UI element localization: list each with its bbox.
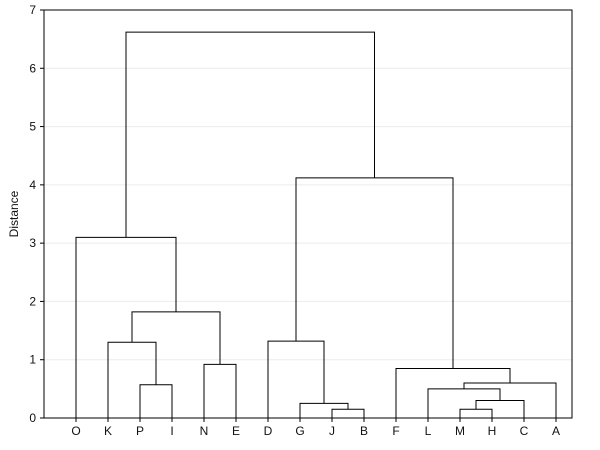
y-axis: 0 1 2 3 4 5 6 7	[29, 3, 44, 425]
dendrogram-link	[299, 402, 349, 418]
dendrogram-link	[395, 367, 511, 418]
leaf-label-M: M	[455, 424, 465, 438]
leaf-label-C: C	[520, 424, 529, 438]
leaf-label-J: J	[329, 424, 335, 438]
grid-layer	[44, 67, 572, 361]
leaf-label-P: P	[136, 424, 144, 438]
leaf-label-G: G	[295, 424, 304, 438]
leaf-label-D: D	[264, 424, 273, 438]
y-tick-label: 6	[29, 61, 36, 75]
dendrogram-link	[131, 311, 221, 365]
dendrogram-link	[139, 384, 173, 418]
dendrogram-link	[295, 177, 454, 369]
leaf-label-A: A	[552, 424, 560, 438]
leaf-label-H: H	[488, 424, 497, 438]
dendrogram-link	[463, 382, 557, 418]
y-tick-label: 2	[29, 294, 36, 308]
plot-frame	[43, 9, 573, 419]
y-tick-label: 4	[29, 178, 36, 192]
leaf-label-L: L	[425, 424, 432, 438]
dendrogram-link	[331, 408, 365, 418]
dendrogram-link	[427, 388, 501, 418]
dendrogram-link	[107, 341, 157, 418]
leaf-label-B: B	[360, 424, 368, 438]
y-tick-label: 1	[29, 353, 36, 367]
leaf-label-K: K	[104, 424, 112, 438]
dendrogram-link	[459, 408, 493, 418]
y-tick-label: 5	[29, 120, 36, 134]
y-axis-title: Distance	[7, 190, 21, 237]
leaf-label-F: F	[392, 424, 399, 438]
dendrogram-link	[75, 236, 177, 418]
y-tick-label: 0	[29, 411, 36, 425]
dendrogram-link	[203, 363, 237, 418]
dendrogram-link	[267, 340, 325, 418]
y-tick-label: 7	[29, 3, 36, 17]
dendrogram-link	[125, 31, 375, 238]
leaf-label-O: O	[71, 424, 80, 438]
y-tick-label: 3	[29, 236, 36, 250]
leaf-label-E: E	[232, 424, 240, 438]
leaf-label-N: N	[200, 424, 209, 438]
dendrogram-links	[75, 31, 557, 418]
leaf-label-I: I	[170, 424, 173, 438]
